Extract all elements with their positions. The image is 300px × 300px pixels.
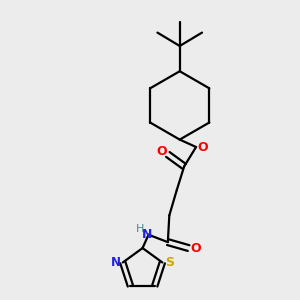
Text: O: O bbox=[190, 242, 201, 255]
Text: N: N bbox=[111, 256, 121, 269]
Text: H: H bbox=[136, 224, 144, 234]
Text: O: O bbox=[197, 140, 208, 154]
Text: O: O bbox=[156, 145, 166, 158]
Text: S: S bbox=[165, 256, 174, 269]
Text: N: N bbox=[142, 228, 152, 241]
